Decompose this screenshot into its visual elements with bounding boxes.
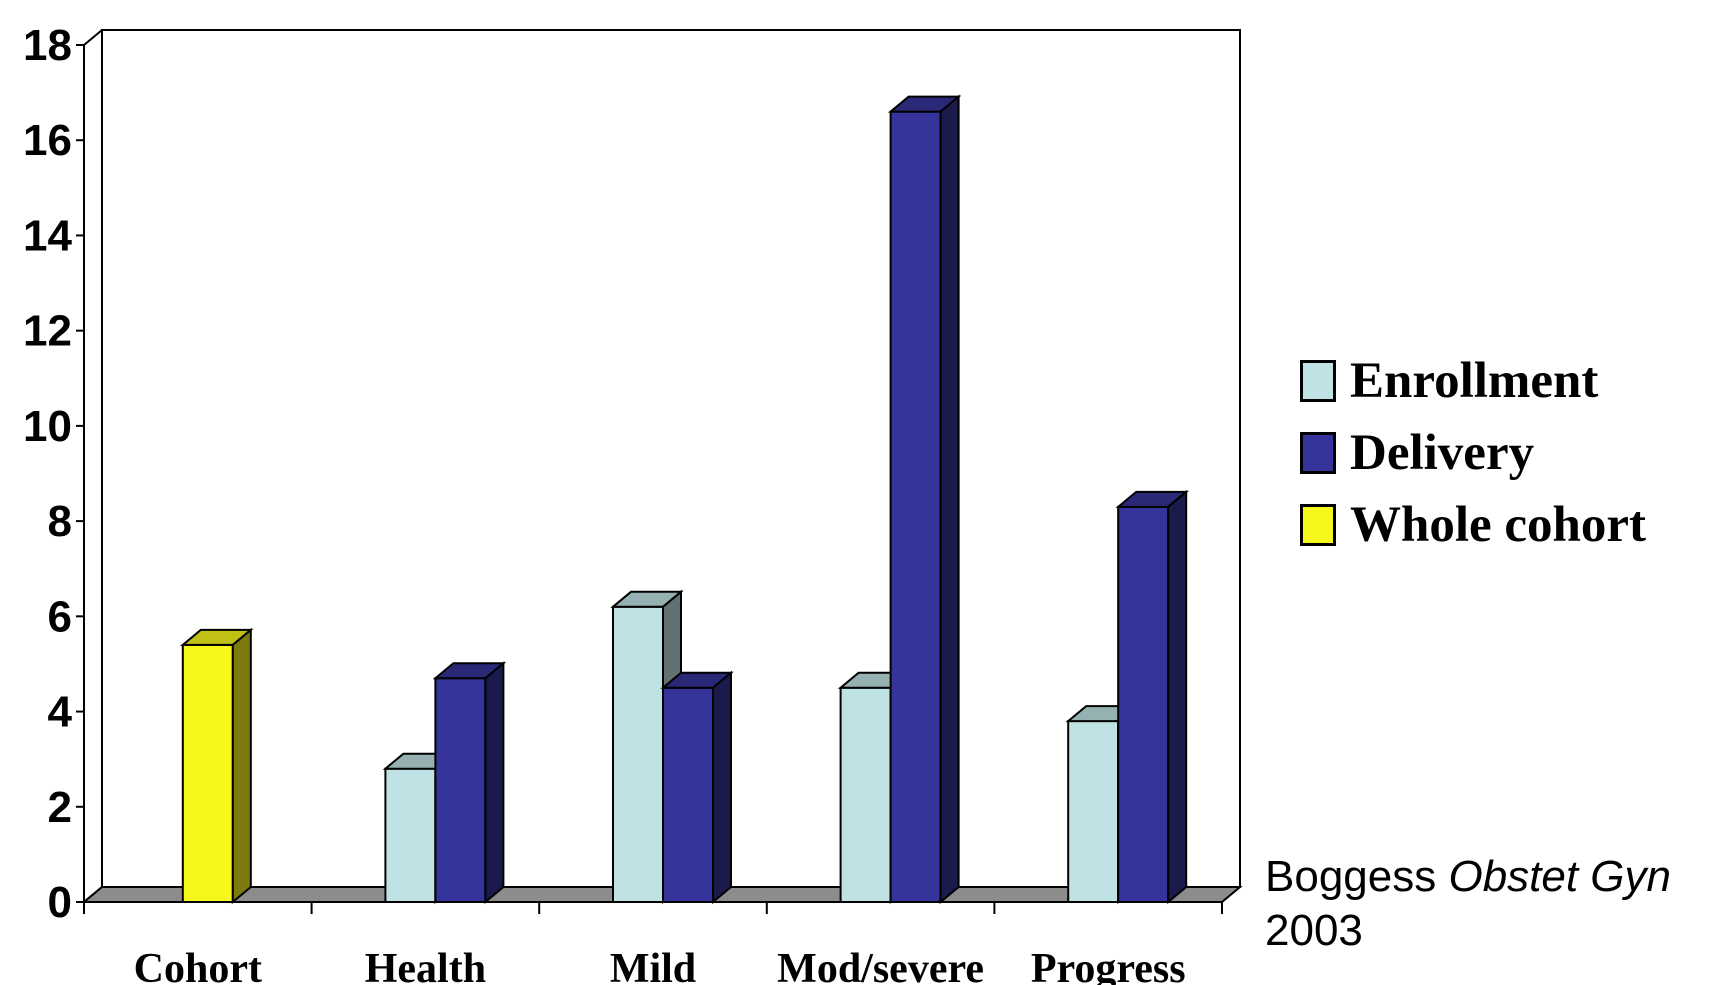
y-axis-top-edge: [83, 29, 103, 46]
legend-swatch-delivery: [1300, 432, 1336, 474]
y-tick-label: 8: [48, 497, 72, 546]
x-tick-label: Mod/severe: [777, 946, 984, 985]
y-tick-label: 2: [48, 783, 72, 832]
bar-front: [662, 686, 714, 903]
y-tick-label: 4: [48, 688, 73, 737]
legend-label-whole-cohort: Whole cohort: [1350, 497, 1647, 553]
bar-front: [434, 677, 487, 903]
bar-front: [889, 110, 942, 903]
y-axis: 0 2 4 6 8 10 12 14 16 18: [23, 21, 103, 927]
legend-item-delivery: Delivery: [1300, 417, 1646, 489]
bar-side: [1167, 489, 1188, 905]
legend-swatch-enrollment: [1300, 360, 1336, 402]
bar-side: [231, 627, 252, 905]
x-tick-label: Cohort: [134, 946, 262, 985]
citation-journal: Obstet Gyn: [1448, 852, 1672, 901]
bar-side: [484, 661, 505, 905]
bar-front: [384, 767, 437, 904]
x-axis: Cohort Health Mild Mod/severe Progress: [83, 901, 1223, 985]
y-tick-label: 6: [48, 592, 72, 641]
bar-whole-cohort-cohort: [180, 627, 254, 905]
y-tick-label: 12: [23, 307, 72, 356]
bar-side: [712, 670, 732, 905]
citation-year: 2003: [1265, 906, 1363, 955]
citation: Boggess Obstet Gyn 2003: [1265, 850, 1671, 958]
legend-swatch-whole-cohort: [1300, 504, 1336, 546]
legend-label-delivery: Delivery: [1350, 425, 1535, 481]
legend: Enrollment Delivery Whole cohort: [1300, 345, 1646, 561]
legend-label-enrollment: Enrollment: [1350, 353, 1599, 409]
bar-delivery-health: [432, 661, 507, 905]
y-tick-label: 14: [23, 211, 72, 260]
legend-item-whole-cohort: Whole cohort: [1300, 489, 1646, 561]
x-tick-label: Mild: [610, 946, 696, 985]
bar-delivery-mild: [660, 670, 734, 905]
y-tick-label: 10: [23, 402, 72, 451]
bar-front: [1067, 720, 1120, 903]
citation-author: Boggess: [1265, 852, 1437, 901]
bar-delivery-mod-severe: [887, 94, 962, 905]
x-tick-label: Health: [365, 946, 486, 985]
y-tick-label: 18: [23, 21, 72, 70]
legend-item-enrollment: Enrollment: [1300, 345, 1646, 417]
y-tick-label: 16: [23, 116, 72, 165]
bar-front: [181, 643, 234, 904]
citation-line-1: Boggess Obstet Gyn: [1265, 850, 1671, 904]
y-tick-label: 0: [48, 878, 72, 927]
bar-front: [1117, 505, 1170, 903]
bar-delivery-progress: [1115, 489, 1189, 905]
x-tick-label: Progress: [1031, 946, 1186, 985]
bar-side: [939, 94, 960, 905]
bar-front: [612, 605, 664, 903]
bar-front: [839, 686, 892, 903]
bars: [180, 94, 1189, 905]
